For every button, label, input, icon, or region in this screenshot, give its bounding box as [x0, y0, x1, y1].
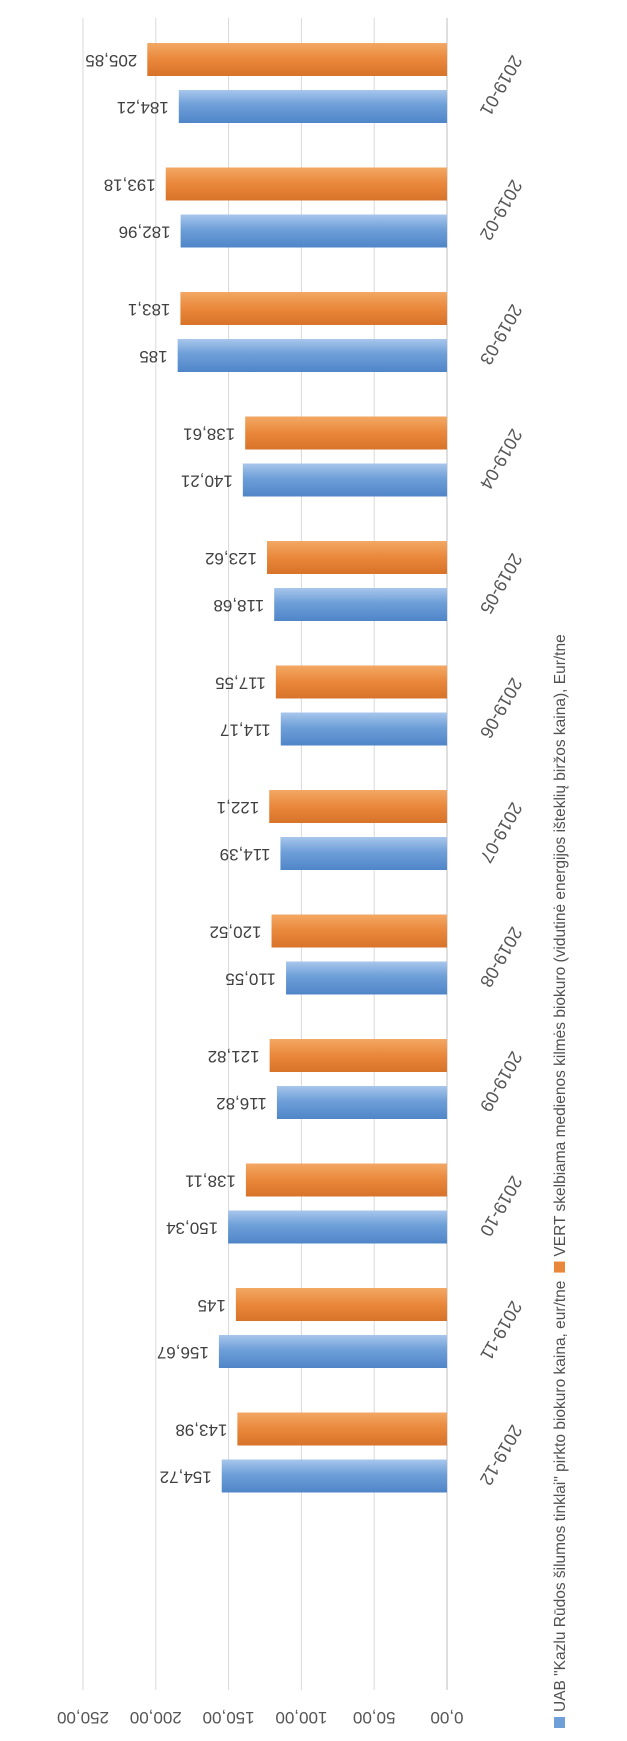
bar-kazlu-ruda — [178, 90, 448, 123]
legend-swatch-orange — [554, 1261, 565, 1273]
x-tick-label: 2019-01 — [476, 52, 526, 119]
data-label: 140,21 — [181, 472, 233, 491]
bar-kazlu-ruda — [276, 1086, 447, 1119]
bar-vert — [245, 1163, 447, 1197]
x-tick-label: 2019-07 — [476, 799, 526, 866]
x-tick-label: 2019-10 — [476, 1173, 526, 1240]
data-label: 183,1 — [128, 300, 171, 319]
y-tick-label: 150,00 — [203, 1708, 255, 1727]
data-label: 116,82 — [216, 1094, 267, 1113]
bar-vert — [237, 1412, 447, 1446]
data-label: 114,17 — [220, 721, 271, 740]
data-label: 156,67 — [157, 1343, 209, 1362]
bar-vert — [269, 790, 447, 823]
data-label: 193,18 — [104, 176, 156, 195]
y-tick-label: 250,00 — [57, 1708, 109, 1727]
x-tick-label: 2019-05 — [476, 550, 526, 617]
value-axis: 0,00 50,00 100,00 150,00 200,00 250,00 — [57, 1708, 464, 1727]
data-label: 138,11 — [185, 1172, 236, 1191]
bar-kazlu-ruda — [280, 837, 447, 870]
data-label: 122,1 — [217, 798, 260, 817]
bar-kazlu-ruda — [228, 1210, 447, 1244]
x-tick-label: 2019-08 — [476, 924, 526, 991]
x-tick-label: 2019-03 — [476, 301, 526, 368]
data-label: 143,98 — [175, 1421, 227, 1440]
bar-kazlu-ruda — [177, 339, 447, 372]
bar-vert — [245, 416, 447, 450]
legend-label: UAB "Kazlu Rūdos šilumos tinklai" pirkto… — [552, 1281, 569, 1712]
data-label: 117,55 — [215, 674, 266, 693]
bar-kazlu-ruda — [180, 214, 448, 248]
data-labels: 184,21 205,85 182,96 193,18 185 183,1 140,21 13… — [85, 51, 276, 1487]
data-label: 118,68 — [213, 596, 264, 615]
data-label: 184,21 — [117, 98, 169, 117]
bar-vert — [235, 1288, 447, 1321]
bars — [147, 43, 448, 1493]
data-label: 121,82 — [208, 1047, 260, 1066]
bar-kazlu-ruda — [280, 712, 447, 746]
y-tick-label: 100,00 — [275, 1708, 327, 1727]
data-label: 182,96 — [119, 223, 171, 242]
bar-kazlu-ruda — [218, 1335, 447, 1368]
y-tick-label: 50,00 — [353, 1708, 396, 1727]
x-tick-label: 2019-06 — [476, 675, 526, 742]
y-tick-label: 200,00 — [130, 1708, 182, 1727]
bar-kazlu-ruda — [286, 961, 447, 995]
data-label: 110,55 — [225, 970, 276, 989]
bar-vert — [267, 541, 447, 574]
x-tick-label: 2019-02 — [476, 177, 526, 244]
legend-swatch-blue — [554, 1717, 565, 1728]
x-tick-label: 2019-04 — [476, 426, 526, 493]
x-tick-label: 2019-11 — [476, 1298, 526, 1364]
bar-kazlu-ruda — [274, 588, 447, 621]
bar-vert — [275, 665, 447, 699]
bar-kazlu-ruda — [242, 463, 447, 497]
data-label: 120,52 — [210, 923, 262, 942]
bar-vert — [147, 43, 447, 76]
data-label: 205,85 — [85, 51, 137, 70]
data-label: 123,62 — [205, 549, 257, 568]
bar-vert — [269, 1039, 447, 1072]
data-label: 150,34 — [166, 1219, 218, 1238]
legend-label: VERT skelbiama medienos kilmės biokuro (… — [552, 634, 569, 1256]
data-label: 138,61 — [183, 425, 235, 444]
legend-group: UAB "Kazlu Rūdos šilumos tinklai" pirkto… — [552, 634, 569, 1728]
bar-vert — [165, 167, 447, 201]
category-axis: 2019-01 2019-02 2019-03 2019-04 2019-05 2019-… — [476, 52, 526, 1489]
y-tick-label: 0,00 — [430, 1708, 463, 1727]
legend: UAB "Kazlu Rūdos šilumos tinklai" pirkto… — [552, 634, 569, 1728]
x-tick-label: 2019-12 — [476, 1422, 526, 1489]
data-label: 185 — [139, 347, 167, 366]
x-tick-label: 2019-09 — [476, 1048, 526, 1115]
bar-vert — [180, 292, 447, 325]
data-label: 114,39 — [220, 845, 271, 864]
bar-vert — [271, 914, 447, 948]
data-label: 145 — [198, 1296, 226, 1315]
data-label: 154,72 — [160, 1468, 212, 1487]
bar-kazlu-ruda — [221, 1459, 447, 1493]
